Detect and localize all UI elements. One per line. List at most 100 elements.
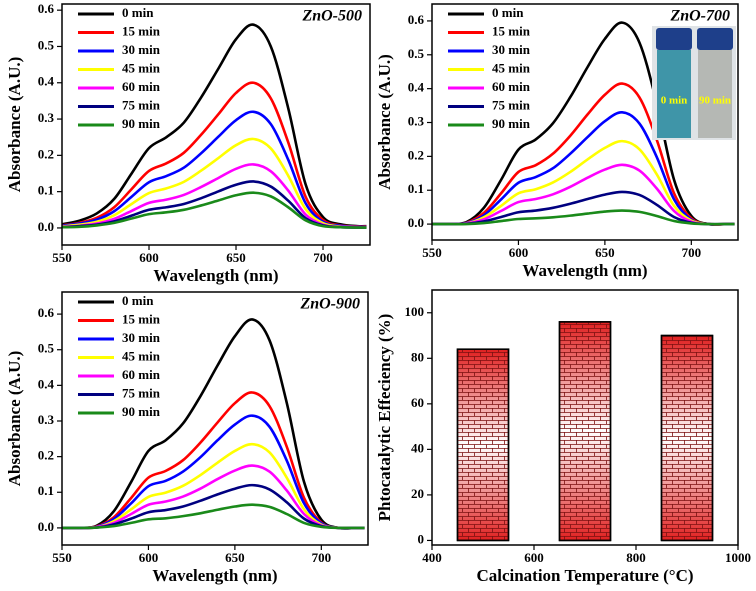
x-tick-label: 650: [225, 550, 245, 565]
y-tick-label: 0.3: [408, 113, 425, 128]
y-tick-label: 0.6: [38, 305, 55, 320]
legend-label: 30 min: [492, 42, 531, 57]
panel-title: ZnO-700: [669, 8, 730, 25]
legend-label: 0 min: [122, 293, 154, 308]
y-axis-label: Absorbance (A.U.): [5, 351, 24, 487]
y-tick-label: 60: [411, 395, 424, 410]
y-tick-label: 0.6: [408, 12, 425, 27]
legend-label: 45 min: [122, 60, 161, 75]
y-tick-label: 40: [411, 440, 424, 455]
y-tick-label: 0.6: [38, 1, 55, 16]
plot-frame: [431, 3, 739, 241]
spectrum-line: [432, 209, 735, 226]
vial-body: [698, 50, 732, 138]
y-tick-label: 0.1: [408, 181, 424, 196]
x-tick-label: 700: [682, 245, 702, 260]
legend-label: 90 min: [122, 116, 161, 131]
legend-label: 75 min: [492, 97, 531, 112]
x-tick-label: 650: [226, 250, 246, 265]
y-tick-label: 0.2: [38, 146, 54, 161]
plot-frame: [431, 289, 739, 546]
legend-label: 45 min: [122, 348, 161, 363]
y-tick-label: 0.2: [408, 147, 424, 162]
x-axis-label: Wavelength (nm): [153, 266, 278, 285]
y-tick-label: 0.3: [38, 412, 55, 427]
y-tick-label: 0.5: [408, 46, 425, 61]
legend-label: 15 min: [492, 23, 531, 38]
bar-pattern: [661, 335, 713, 541]
bar-outline: [456, 348, 510, 542]
spectrum-line: [62, 137, 367, 229]
legend-label: 0 min: [492, 5, 524, 20]
x-tick-label: 700: [313, 250, 333, 265]
legend-label: 60 min: [122, 367, 161, 382]
x-tick-label: 550: [52, 550, 72, 565]
x-tick-label: 700: [312, 550, 332, 565]
y-tick-label: 100: [405, 304, 425, 319]
x-tick-label: 1000: [725, 550, 751, 565]
y-tick-label: 0.1: [38, 483, 54, 498]
panel-title: ZnO-900: [299, 296, 360, 313]
x-tick-label: 600: [524, 550, 544, 565]
y-tick-label: 80: [411, 349, 424, 364]
inset-label: 0 min: [661, 95, 688, 107]
x-axis-label: Wavelength (nm): [152, 566, 277, 585]
spectrum-line: [62, 318, 365, 530]
bar-outline: [660, 334, 714, 542]
bar-pattern: [559, 321, 611, 541]
y-tick-label: 0.0: [38, 219, 54, 234]
legend-label: 90 min: [492, 116, 531, 131]
legend-label: 0 min: [122, 5, 154, 20]
vial-body: [657, 50, 691, 138]
x-axis-label: Calcination Temperature (°C): [476, 566, 693, 585]
y-tick-label: 0.1: [38, 183, 54, 198]
legend-label: 75 min: [122, 385, 161, 400]
legend-label: 45 min: [492, 60, 531, 75]
y-tick-label: 20: [411, 486, 424, 501]
legend-label: 60 min: [492, 79, 531, 94]
y-tick-label: 0.2: [38, 448, 54, 463]
x-tick-label: 650: [595, 245, 615, 260]
inset-photo: [652, 26, 736, 140]
x-axis-label: Wavelength (nm): [522, 261, 647, 280]
y-tick-label: 0.0: [38, 519, 54, 534]
inset-label: 90 min: [699, 95, 731, 107]
x-tick-label: 550: [422, 245, 442, 260]
spectrum-line: [62, 81, 367, 228]
y-axis-label: Phtocatalytic Effeciency (%): [375, 314, 394, 522]
x-tick-label: 550: [52, 250, 72, 265]
legend-label: 15 min: [122, 23, 161, 38]
vial-cap: [697, 28, 733, 50]
legend-label: 15 min: [122, 311, 161, 326]
y-tick-label: 0.4: [408, 80, 425, 95]
legend-label: 30 min: [122, 330, 161, 345]
y-tick-label: 0.0: [408, 215, 424, 230]
spectrum-line: [62, 23, 367, 228]
y-tick-label: 0.5: [38, 37, 55, 52]
y-tick-label: 0.3: [38, 110, 55, 125]
x-tick-label: 600: [509, 245, 529, 260]
bar-pattern: [457, 349, 509, 541]
x-tick-label: 600: [139, 550, 159, 565]
legend-label: 75 min: [122, 97, 161, 112]
spectrum-line: [62, 503, 365, 530]
x-tick-label: 800: [626, 550, 646, 565]
bar-outline: [558, 321, 612, 542]
panel-title: ZnO-500: [301, 8, 362, 25]
vial-cap: [656, 28, 692, 50]
legend-label: 30 min: [122, 42, 161, 57]
spectrum-line: [62, 191, 367, 229]
spectrum-line: [432, 21, 735, 226]
x-tick-label: 400: [422, 550, 442, 565]
legend-label: 90 min: [122, 404, 161, 419]
y-tick-label: 0.5: [38, 341, 55, 356]
plot-frame: [61, 3, 371, 246]
y-tick-label: 0: [418, 531, 425, 546]
y-tick-label: 0.4: [38, 376, 55, 391]
legend-label: 60 min: [122, 79, 161, 94]
y-axis-label: Absorbance (A.U.): [5, 57, 24, 193]
plot-frame: [61, 291, 369, 546]
y-axis-label: Absorbance (A.U.): [375, 54, 394, 190]
x-tick-label: 600: [139, 250, 159, 265]
